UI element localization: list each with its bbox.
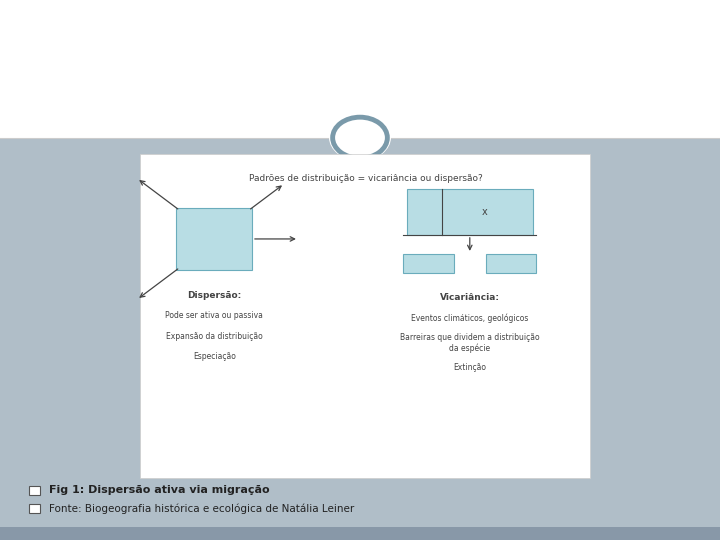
Bar — [0, 0, 720, 138]
Text: Fig 1: Dispersão ativa via migração: Fig 1: Dispersão ativa via migração — [49, 485, 269, 495]
Text: Eventos climáticos, geológicos: Eventos climáticos, geológicos — [411, 314, 528, 323]
Text: Extinção: Extinção — [454, 363, 486, 372]
Circle shape — [333, 117, 387, 158]
Text: x: x — [482, 207, 487, 217]
Bar — [29, 504, 40, 513]
Bar — [29, 486, 40, 495]
Text: Expansão da distribuição: Expansão da distribuição — [166, 332, 263, 341]
Bar — [486, 254, 536, 273]
Bar — [0, 526, 720, 540]
Text: Pode ser ativa ou passiva: Pode ser ativa ou passiva — [166, 312, 263, 320]
Bar — [140, 154, 590, 478]
Text: Fonte: Biogeografia histórica e ecológica de Natália Leiner: Fonte: Biogeografia histórica e ecológic… — [49, 503, 354, 514]
Text: Vicariância:: Vicariância: — [440, 293, 500, 301]
Text: Padrões de distribuição = vicariância ou dispersão?: Padrões de distribuição = vicariância ou… — [248, 174, 482, 183]
Text: Dispersão:: Dispersão: — [187, 292, 241, 300]
Text: Barreiras que dividem a distribuição
da espécie: Barreiras que dividem a distribuição da … — [400, 333, 539, 353]
Text: Especiação: Especiação — [193, 353, 235, 361]
Circle shape — [329, 114, 391, 161]
Bar — [407, 189, 533, 235]
Bar — [403, 254, 454, 273]
Bar — [176, 208, 252, 270]
